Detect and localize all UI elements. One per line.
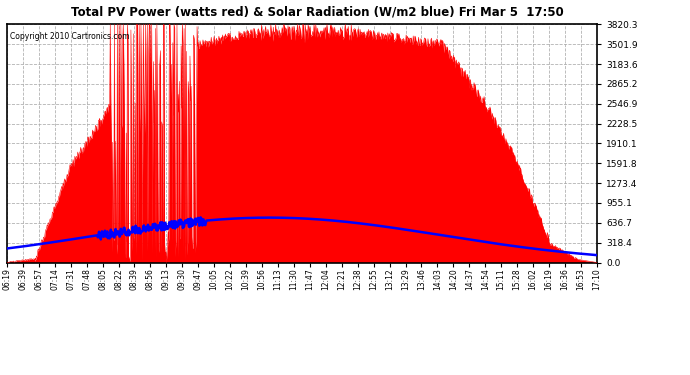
Text: Total PV Power (watts red) & Solar Radiation (W/m2 blue) Fri Mar 5  17:50: Total PV Power (watts red) & Solar Radia… [71, 6, 564, 19]
Text: Copyright 2010 Cartronics.com: Copyright 2010 Cartronics.com [10, 32, 129, 40]
